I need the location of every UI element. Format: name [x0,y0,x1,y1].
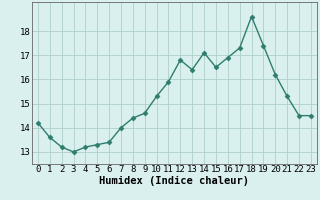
X-axis label: Humidex (Indice chaleur): Humidex (Indice chaleur) [100,176,249,186]
